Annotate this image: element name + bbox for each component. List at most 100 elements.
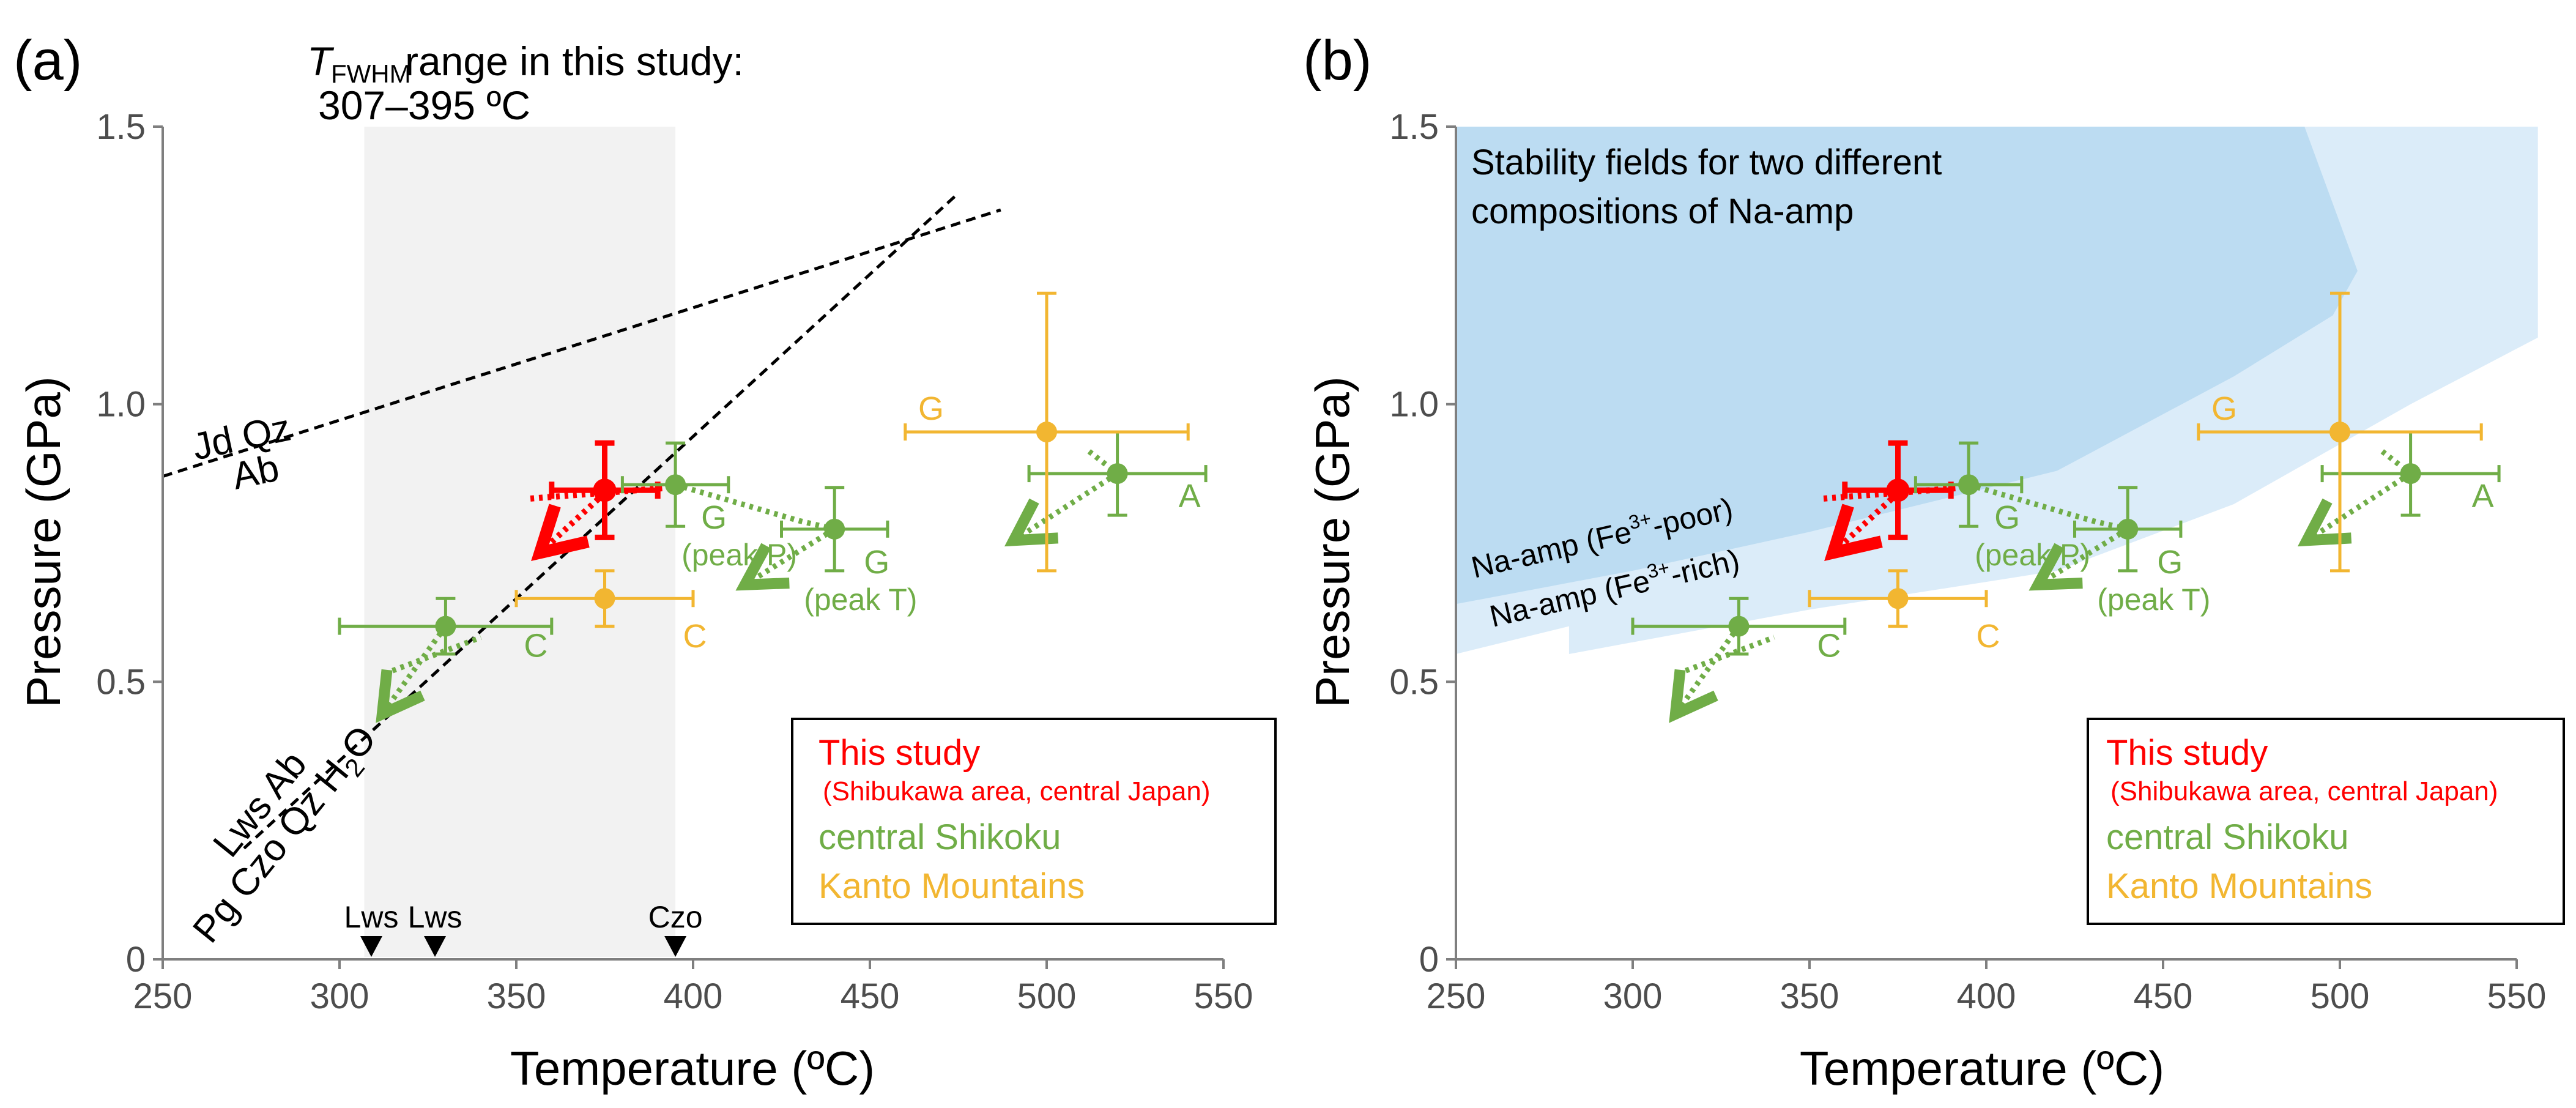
panel-b-plot-area: CG(peak P) G(peak T)ACG [1456, 127, 2538, 710]
x-tick-label: 350 [487, 976, 546, 1016]
pt-path [674, 481, 836, 532]
panel-a-plot-area: CG(peak P) G(peak T)ACG [163, 127, 1208, 957]
data-point [1887, 588, 1909, 609]
x-tick-label: 550 [1194, 976, 1253, 1016]
point-label: C [683, 618, 707, 655]
panel-b: (b) CG(peak P) G(peak T)ACG Stability fie… [1303, 29, 2565, 1095]
tfwhm-range-label: T FWHM range in this study: 307–395 ºC [307, 39, 744, 128]
pt-path [1967, 481, 2129, 532]
y-tick-label: 0 [126, 940, 146, 980]
pt-path [2380, 449, 2413, 476]
x-tick-label: 250 [1427, 976, 1486, 1016]
mineral-marker [424, 936, 447, 957]
tfwhm-range-band [364, 127, 676, 957]
data-point [1728, 615, 1750, 637]
legend-this-study: This study [818, 733, 980, 773]
panel-a-ylabel: Pressure (GPa) [17, 376, 70, 708]
legend-this-study-sub: (Shibukawa area, central Japan) [2110, 776, 2498, 806]
reaction-line-jd-qz-ab [163, 208, 1001, 478]
x-tick-label: 300 [1603, 976, 1663, 1016]
y-tick-label: 0.5 [1389, 662, 1439, 702]
pt-path-arrow [1019, 471, 1119, 537]
panel-a-legend: This study (Shibukawa area, central Japa… [791, 718, 1277, 925]
legend-central-shikoku: central Shikoku [2106, 817, 2349, 857]
y-tick-label: 1.0 [96, 385, 146, 425]
panel-b-ylabel: Pressure (GPa) [1305, 376, 1359, 708]
y-tick-label: 1.0 [1389, 385, 1439, 425]
point-sublabel: (peak P) [681, 538, 797, 572]
stability-title-1: Stability fields for two different [1471, 143, 1942, 182]
mineral-marker-label: Lws [408, 900, 462, 934]
x-tick-label: 400 [1957, 976, 2016, 1016]
pt-path [1685, 634, 1775, 674]
tfwhm-rest: range in this study: [405, 39, 744, 84]
point-sublabel: (peak T) [2097, 582, 2210, 617]
panel-b-axes: 250 300 350 400 450 500 550 0 0.5 1.0 1.5 [1389, 107, 2546, 1016]
point-label: C [1977, 618, 2000, 655]
legend-central-shikoku: central Shikoku [818, 817, 1061, 857]
point-sublabel: (peak P) [1975, 538, 2090, 572]
y-tick-label: 1.5 [96, 107, 146, 147]
tfwhm-sub: FWHM [331, 59, 411, 88]
panel-a: (a) CG(peak P) G(peak T)ACG T FWHM range … [13, 29, 1277, 1095]
data-point [593, 478, 617, 502]
point-label: A [1179, 478, 1201, 515]
data-point [435, 615, 456, 637]
data-point [2329, 422, 2350, 443]
data-point [2117, 518, 2139, 540]
data-point [1107, 463, 1128, 485]
pt-path [392, 634, 482, 674]
mineral-marker-label: Lws [344, 900, 399, 934]
tfwhm-range: 307–395 ºC [318, 83, 530, 128]
y-tick-label: 1.5 [1389, 107, 1439, 147]
point-label: G [918, 390, 944, 427]
ab-label: Ab [229, 447, 283, 497]
x-tick-label: 500 [2311, 976, 2370, 1016]
data-point [594, 588, 615, 609]
x-tick-label: 300 [310, 976, 369, 1016]
data-point [1958, 474, 1980, 496]
mineral-marker [664, 936, 687, 957]
legend-kanto: Kanto Mountains [818, 866, 1085, 906]
panel-a-label: (a) [13, 29, 82, 92]
panel-a-axes: 250 300 350 400 450 500 550 0 0.5 1.0 1.5 Lws Lws Czo [96, 107, 1253, 1016]
x-tick-label: 400 [664, 976, 723, 1016]
panel-b-xlabel: Temperature (ºC) [1800, 1041, 2164, 1095]
data-point [1036, 422, 1057, 443]
point-label: G [864, 544, 889, 581]
reaction-labels-a: Jd Qz Ab Lws Ab Pg Czo Qz H2O [185, 407, 384, 951]
legend-box [791, 718, 1277, 925]
legend-this-study-sub: (Shibukawa area, central Japan) [823, 776, 1210, 806]
data-point [824, 518, 845, 540]
y-tick-label: 0 [1419, 940, 1439, 980]
x-tick-label: 500 [1017, 976, 1077, 1016]
point-label: C [524, 628, 547, 664]
panel-a-xlabel: Temperature (ºC) [510, 1041, 875, 1095]
legend-box [2087, 718, 2565, 925]
point-sublabel: (peak T) [804, 582, 917, 617]
x-tick-label: 450 [841, 976, 900, 1016]
x-tick-label: 550 [2487, 976, 2547, 1016]
fe-poor-field [1456, 127, 2358, 604]
panel-b-label: (b) [1303, 29, 1372, 92]
pt-path-arrow [2312, 471, 2413, 537]
stability-fields-label: Stability fields for two different compo… [1468, 143, 1942, 634]
y-tick-label: 0.5 [96, 662, 146, 702]
data-point [1886, 478, 1910, 502]
point-label: G [701, 499, 727, 536]
point-label: A [2472, 478, 2494, 515]
legend-kanto: Kanto Mountains [2106, 866, 2372, 906]
mineral-marker-label: Czo [648, 900, 703, 934]
mineral-marker [360, 936, 383, 957]
x-tick-label: 350 [1780, 976, 1839, 1016]
data-point [2400, 463, 2421, 485]
panel-b-legend: This study (Shibukawa area, central Japa… [2087, 718, 2565, 925]
data-point [665, 474, 686, 496]
tfwhm-t: T [307, 39, 335, 84]
x-tick-label: 450 [2134, 976, 2193, 1016]
point-label: G [2157, 544, 2183, 581]
stability-title-2: compositions of Na-amp [1471, 191, 1854, 231]
point-label: C [1817, 628, 1841, 664]
point-label: G [2211, 390, 2237, 427]
